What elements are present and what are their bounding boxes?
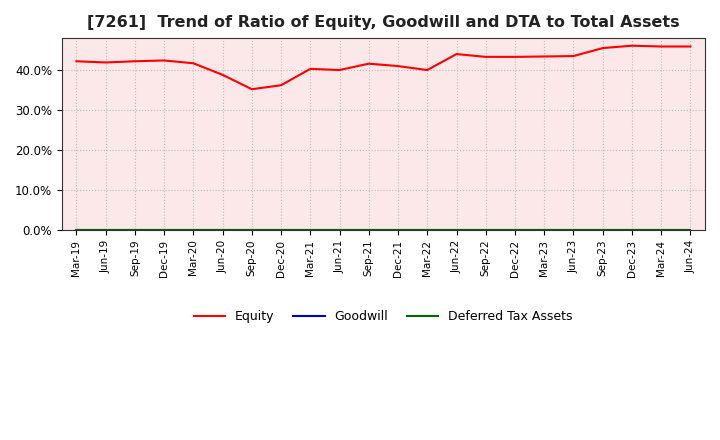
Goodwill	[130, 227, 139, 232]
Goodwill	[423, 227, 431, 232]
Goodwill	[72, 227, 81, 232]
Deferred Tax Assets	[686, 227, 695, 232]
Equity	[423, 67, 431, 73]
Equity	[276, 83, 285, 88]
Equity	[482, 54, 490, 59]
Equity	[657, 44, 665, 49]
Deferred Tax Assets	[540, 227, 549, 232]
Goodwill	[160, 227, 168, 232]
Goodwill	[102, 227, 110, 232]
Deferred Tax Assets	[336, 227, 344, 232]
Deferred Tax Assets	[423, 227, 431, 232]
Equity	[218, 72, 227, 77]
Equity	[598, 45, 607, 51]
Deferred Tax Assets	[452, 227, 461, 232]
Deferred Tax Assets	[657, 227, 665, 232]
Goodwill	[218, 227, 227, 232]
Goodwill	[598, 227, 607, 232]
Deferred Tax Assets	[569, 227, 577, 232]
Deferred Tax Assets	[160, 227, 168, 232]
Goodwill	[510, 227, 519, 232]
Deferred Tax Assets	[628, 227, 636, 232]
Goodwill	[276, 227, 285, 232]
Deferred Tax Assets	[218, 227, 227, 232]
Goodwill	[482, 227, 490, 232]
Deferred Tax Assets	[72, 227, 81, 232]
Deferred Tax Assets	[306, 227, 315, 232]
Equity	[452, 51, 461, 57]
Equity	[306, 66, 315, 71]
Equity	[102, 60, 110, 65]
Equity	[336, 67, 344, 73]
Deferred Tax Assets	[510, 227, 519, 232]
Equity	[686, 44, 695, 49]
Deferred Tax Assets	[394, 227, 402, 232]
Goodwill	[452, 227, 461, 232]
Goodwill	[189, 227, 198, 232]
Deferred Tax Assets	[276, 227, 285, 232]
Deferred Tax Assets	[130, 227, 139, 232]
Deferred Tax Assets	[598, 227, 607, 232]
Goodwill	[569, 227, 577, 232]
Goodwill	[306, 227, 315, 232]
Equity	[540, 54, 549, 59]
Equity	[628, 43, 636, 48]
Equity	[394, 63, 402, 69]
Goodwill	[657, 227, 665, 232]
Deferred Tax Assets	[482, 227, 490, 232]
Goodwill	[686, 227, 695, 232]
Goodwill	[628, 227, 636, 232]
Equity	[130, 59, 139, 64]
Deferred Tax Assets	[189, 227, 198, 232]
Goodwill	[248, 227, 256, 232]
Equity	[569, 53, 577, 59]
Equity	[364, 61, 373, 66]
Equity	[72, 59, 81, 64]
Deferred Tax Assets	[248, 227, 256, 232]
Equity	[510, 54, 519, 59]
Goodwill	[394, 227, 402, 232]
Line: Equity: Equity	[76, 46, 690, 89]
Goodwill	[540, 227, 549, 232]
Goodwill	[336, 227, 344, 232]
Deferred Tax Assets	[102, 227, 110, 232]
Equity	[160, 58, 168, 63]
Equity	[189, 61, 198, 66]
Title: [7261]  Trend of Ratio of Equity, Goodwill and DTA to Total Assets: [7261] Trend of Ratio of Equity, Goodwil…	[87, 15, 680, 30]
Goodwill	[364, 227, 373, 232]
Legend: Equity, Goodwill, Deferred Tax Assets: Equity, Goodwill, Deferred Tax Assets	[189, 305, 578, 328]
Deferred Tax Assets	[364, 227, 373, 232]
Equity	[248, 87, 256, 92]
